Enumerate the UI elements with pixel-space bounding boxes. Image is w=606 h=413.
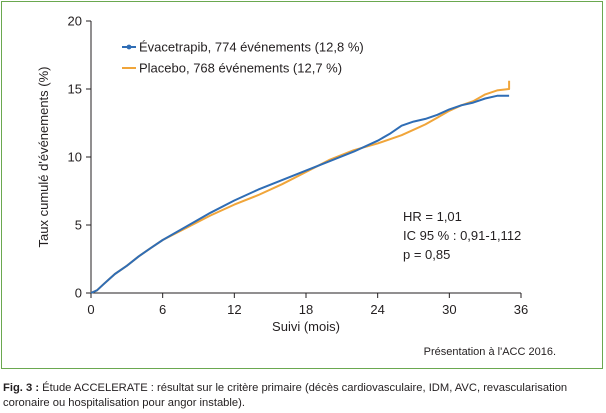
series-layer — [90, 80, 511, 294]
stat-annotation: HR = 1,01 — [403, 209, 462, 224]
stat-annotation: p = 0,85 — [403, 247, 450, 262]
y-tick-label: 15 — [68, 82, 82, 97]
x-tick-label: 30 — [442, 302, 456, 317]
caption-text: Étude ACCELERATE : résultat sur le critè… — [3, 382, 568, 409]
legend-swatch-marker — [126, 44, 132, 50]
legend-label: Placebo, 768 événements (12,7 %) — [139, 61, 342, 76]
x-tick-label: 24 — [370, 302, 384, 317]
y-axis-title: Taux cumulé d'événements (%) — [36, 67, 51, 248]
legend: Évacetrapib, 774 événements (12,8 %) Plac… — [122, 40, 364, 76]
source-note: Présentation à l'ACC 2016. — [424, 346, 556, 358]
y-tick-label: 5 — [75, 218, 82, 233]
figure-frame — [1, 1, 603, 369]
legend-label: Évacetrapib, 774 événements (12,8 %) — [139, 40, 364, 55]
x-tick-label: 0 — [87, 302, 94, 317]
x-tick-label: 12 — [227, 302, 241, 317]
caption-label: Fig. 3 : — [3, 382, 40, 394]
stat-annotation: IC 95 % : 0,91-1,112 — [403, 228, 521, 243]
y-tick-label: 20 — [68, 14, 82, 29]
x-tick-label: 36 — [514, 302, 528, 317]
x-tick-label: 6 — [159, 302, 166, 317]
y-tick-label: 0 — [75, 286, 82, 301]
chart: 0 5 10 15 20 0 6 12 18 24 30 36 Suivi (mois) Taux cum… — [36, 14, 556, 359]
y-tick-label: 10 — [68, 150, 82, 165]
series-line-0 — [90, 94, 510, 294]
x-tick-label: 18 — [299, 302, 313, 317]
annotations: HR = 1,01 IC 95 % : 0,91-1,112 p = 0,85 Pré… — [403, 209, 556, 358]
x-axis-title: Suivi (mois) — [272, 319, 340, 334]
axes: 0 5 10 15 20 0 6 12 18 24 30 36 Suivi (mois) Taux cum… — [36, 14, 528, 335]
figure-caption: Fig. 3 : Étude ACCELERATE : résultat sur… — [3, 381, 603, 411]
